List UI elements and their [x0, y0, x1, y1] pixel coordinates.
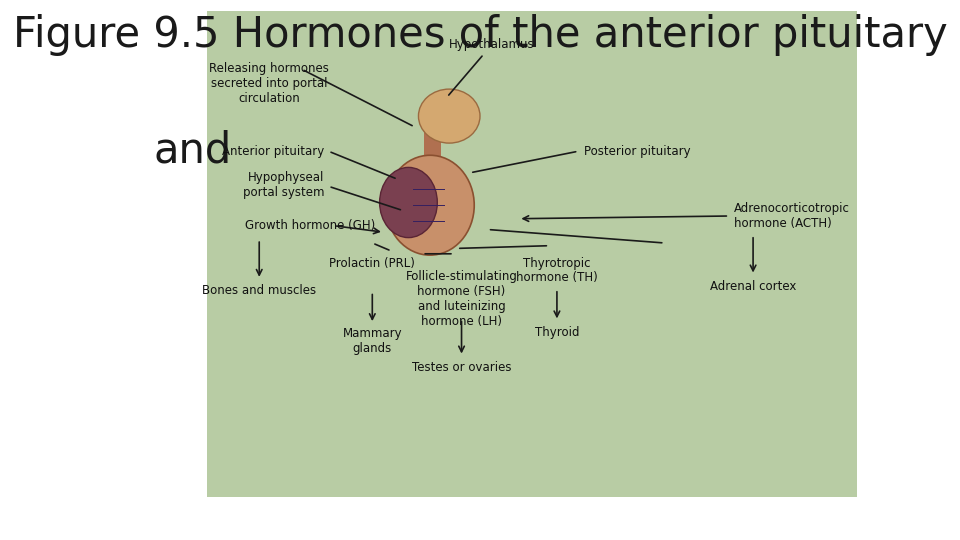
Text: Adrenal cortex: Adrenal cortex: [709, 280, 796, 293]
Text: Follicle-stimulating
hormone (FSH)
and luteinizing
hormone (LH): Follicle-stimulating hormone (FSH) and l…: [406, 270, 517, 328]
Text: Posterior pituitary: Posterior pituitary: [584, 145, 690, 158]
Text: Thyrotropic
hormone (TH): Thyrotropic hormone (TH): [516, 256, 598, 285]
Text: Testes or ovaries: Testes or ovaries: [412, 361, 512, 374]
Text: Anterior pituitary: Anterior pituitary: [223, 145, 324, 158]
Text: Hypophyseal
portal system: Hypophyseal portal system: [243, 171, 324, 199]
Bar: [207, 11, 857, 497]
Ellipse shape: [386, 156, 474, 255]
Text: Releasing hormones
secreted into portal
circulation: Releasing hormones secreted into portal …: [209, 62, 329, 105]
Text: and: and: [153, 130, 231, 172]
Text: Figure 9.5 Hormones of the anterior pituitary: Figure 9.5 Hormones of the anterior pitu…: [12, 14, 948, 56]
Text: Bones and muscles: Bones and muscles: [203, 284, 316, 296]
Bar: [424, 116, 441, 165]
Ellipse shape: [419, 89, 480, 143]
Text: Thyroid: Thyroid: [535, 326, 579, 339]
Text: Adrenocorticotropic
hormone (ACTH): Adrenocorticotropic hormone (ACTH): [733, 202, 850, 230]
Text: Prolactin (PRL): Prolactin (PRL): [329, 256, 416, 269]
Text: Growth hormone (GH): Growth hormone (GH): [246, 219, 375, 232]
Ellipse shape: [379, 167, 438, 238]
Text: Hypothalamus: Hypothalamus: [448, 38, 535, 51]
Text: Mammary
glands: Mammary glands: [343, 327, 402, 355]
